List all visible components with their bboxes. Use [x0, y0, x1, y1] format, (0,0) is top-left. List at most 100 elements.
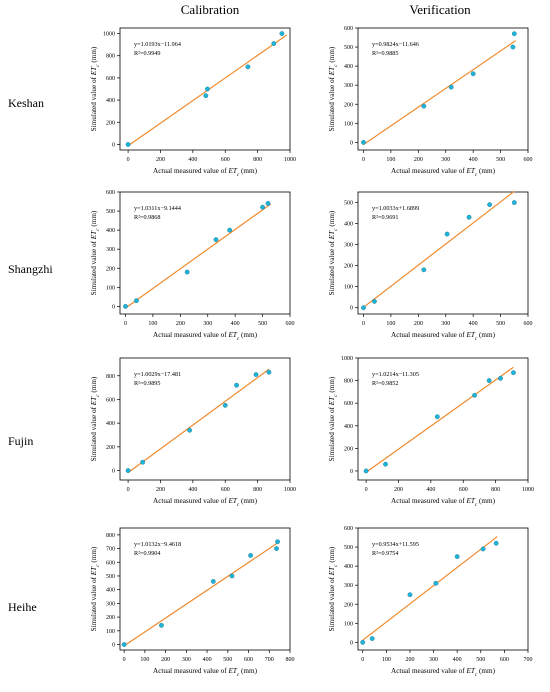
y-tick-label: 500 — [344, 545, 353, 551]
data-point — [248, 553, 254, 558]
x-tick-label: 100 — [386, 157, 395, 163]
x-tick-label: 200 — [414, 157, 423, 163]
y-tick-label: 200 — [106, 266, 115, 272]
x-tick-label: 400 — [426, 487, 435, 493]
r2-label: R²=0.9949 — [134, 50, 161, 57]
data-point — [213, 237, 219, 243]
equation-label: y=1.0193x−11.964 — [134, 41, 181, 48]
data-point — [372, 298, 377, 304]
y-tick-label: 0 — [350, 306, 353, 312]
x-tick-label: 1000 — [522, 487, 534, 493]
y-tick-label: 800 — [106, 533, 115, 539]
data-point — [234, 382, 239, 388]
plot-frame — [119, 527, 291, 651]
y-tick-label: 0 — [350, 640, 353, 646]
y-tick-label: 0 — [112, 142, 115, 148]
x-tick-label: 600 — [286, 321, 295, 327]
row-label-shangzhi: Shangzhi — [8, 262, 53, 276]
chart-keshan-verification: 0 100 200 300 400 500 600 0 100 200 300 400 500 600 y=… — [328, 26, 533, 178]
x-tick-label: 300 — [429, 657, 438, 663]
x-tick-label: 100 — [386, 321, 395, 327]
y-tick-label: 0 — [112, 304, 115, 310]
y-axis-title: Simulated value of ETc (mm) — [90, 546, 101, 631]
data-point — [487, 202, 493, 208]
x-tick-label: 1000 — [284, 487, 296, 493]
y-axis-title: Simulated value of ETc (mm) — [90, 376, 101, 461]
fit-line — [123, 542, 278, 647]
x-tick-label: 400 — [203, 657, 212, 663]
data-point — [123, 303, 128, 309]
y-tick-label: 100 — [106, 629, 115, 635]
equation-label: y=1.0214x−11.305 — [372, 371, 419, 378]
data-point — [265, 201, 271, 206]
data-point — [466, 214, 472, 220]
data-point — [203, 93, 209, 99]
y-tick-label: 300 — [106, 601, 115, 607]
y-tick-label: 200 — [106, 615, 115, 621]
y-tick-label: 400 — [106, 228, 115, 234]
r2-label: R²=0.9691 — [372, 214, 399, 221]
x-tick-label: 100 — [140, 657, 149, 663]
y-tick-label: 0 — [350, 469, 353, 475]
x-tick-label: 500 — [496, 321, 505, 327]
x-tick-label: 500 — [223, 657, 232, 663]
y-tick-label: 400 — [344, 424, 353, 430]
data-point — [470, 71, 476, 77]
fit-line — [363, 190, 515, 308]
equation-label: y=1.0132x−9.4618 — [134, 541, 181, 548]
chart-fujin-verification: 0 200 400 600 800 1000 0 200 400 600 800 1000 y=1.02… — [328, 356, 534, 508]
x-tick-label: 600 — [244, 657, 253, 663]
equation-label: y=0.9534x+11.595 — [372, 541, 419, 548]
y-tick-label: 600 — [344, 526, 353, 532]
x-tick-label: 200 — [405, 657, 414, 663]
plot-frame — [357, 27, 529, 151]
plot-frame — [119, 191, 291, 315]
x-tick-label: 800 — [253, 157, 262, 163]
y-tick-label: 0 — [112, 643, 115, 649]
fit-line — [363, 40, 516, 146]
x-tick-label: 400 — [231, 321, 240, 327]
x-tick-label: 700 — [524, 657, 533, 663]
data-point — [184, 269, 190, 275]
y-tick-label: 1000 — [103, 32, 115, 38]
x-tick-label: 500 — [496, 157, 505, 163]
chart-heihe-verification: 0 100 200 300 400 500 600 700 0 100 200 300 400 500 60… — [328, 526, 533, 678]
data-point — [498, 375, 503, 381]
x-tick-label: 200 — [161, 657, 170, 663]
y-tick-label: 700 — [106, 547, 115, 553]
y-axis-title: Simulated value of ETc (mm) — [328, 376, 339, 461]
x-tick-label: 700 — [265, 657, 274, 663]
verification-header: Verification — [409, 2, 471, 17]
x-tick-label: 800 — [286, 657, 295, 663]
data-point — [121, 642, 127, 647]
plot-frame — [119, 357, 291, 481]
y-axis-title: Simulated value of ETc (mm) — [328, 210, 339, 295]
y-tick-label: 800 — [344, 379, 353, 385]
y-axis-title: Simulated value of ETc (mm) — [328, 546, 339, 631]
data-point — [260, 204, 265, 210]
y-tick-label: 0 — [112, 469, 115, 475]
x-axis-title: Actual measured value of ETc (mm) — [391, 331, 496, 342]
data-point — [222, 402, 228, 408]
x-tick-label: 0 — [124, 321, 127, 327]
y-tick-label: 600 — [106, 560, 115, 566]
y-tick-label: 300 — [344, 243, 353, 249]
r2-label: R²=0.9868 — [134, 214, 161, 221]
y-tick-label: 600 — [344, 401, 353, 407]
x-axis-title: Actual measured value of ETc (mm) — [153, 667, 258, 678]
data-point — [511, 200, 517, 205]
y-tick-label: 500 — [106, 574, 115, 580]
y-tick-label: 600 — [106, 190, 115, 196]
r2-label: R²=0.9754 — [372, 550, 399, 557]
y-tick-label: 0 — [350, 140, 353, 146]
data-point — [266, 369, 272, 375]
y-tick-label: 600 — [106, 397, 115, 403]
x-tick-label: 0 — [127, 157, 130, 163]
y-tick-label: 100 — [106, 285, 115, 291]
data-point — [275, 539, 280, 545]
plot-frame — [357, 527, 529, 651]
x-tick-label: 0 — [362, 321, 365, 327]
r2-label: R²=0.9852 — [372, 380, 399, 387]
x-tick-label: 300 — [441, 157, 450, 163]
y-tick-label: 500 — [106, 209, 115, 215]
